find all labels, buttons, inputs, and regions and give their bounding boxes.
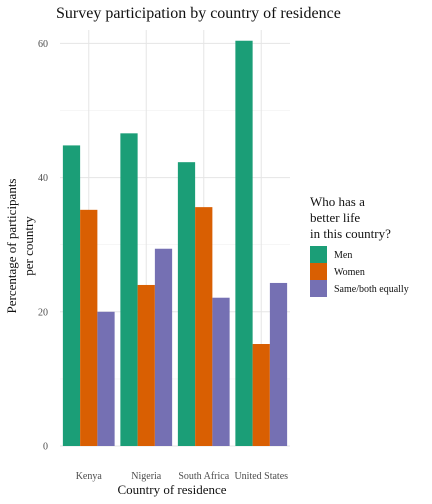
bar-men [62,145,81,447]
bar-same-both-equally [212,297,230,446]
legend-label: Same/both equally [334,284,409,295]
x-tick-label: Nigeria [131,471,162,482]
bar-women [252,344,270,446]
y-tick-label: 60 [38,39,48,50]
y-axis-title-text: Percentage of participants per country [4,179,36,314]
legend-title: Who has a better life in this country? [310,194,391,241]
legend-key [310,280,327,297]
bar-same-both-equally [269,282,288,446]
chart-title: Survey participation by country of resid… [56,5,341,22]
y-tick-label: 20 [38,307,48,318]
x-tick-label: South Africa [178,471,229,482]
y-axis-ticks: 0 20 40 60 [38,39,48,453]
bar-women [80,209,98,446]
legend-title-line: better life [310,210,360,225]
bar-women [137,284,155,446]
bar-men [120,133,138,446]
legend-title-line: in this country? [310,226,391,241]
bar-same-both-equally [97,311,115,446]
x-tick-label: Kenya [76,471,103,482]
x-axis-title: Country of residence [117,482,226,497]
bar-same-both-equally [154,248,173,446]
legend-label: Men [334,250,352,261]
x-tick-label: United States [234,471,288,482]
legend-key [310,246,327,263]
y-tick-label: 40 [38,173,48,184]
y-axis-title: Percentage of participants per country [4,179,36,314]
legend-label: Women [334,267,365,278]
y-axis-title-line: per country [21,216,36,276]
y-axis-title-line: Percentage of participants [4,179,19,314]
bar-men [177,162,196,446]
legend-key [310,263,327,280]
legend: Who has a better life in this country? Men W… [310,194,409,297]
bar-women [195,207,213,446]
x-axis-ticks: Kenya Nigeria South Africa United States [76,471,288,482]
y-tick-label: 0 [43,442,48,453]
legend-title-line: Who has a [310,194,365,209]
bars [62,40,288,447]
bar-men [235,40,253,447]
